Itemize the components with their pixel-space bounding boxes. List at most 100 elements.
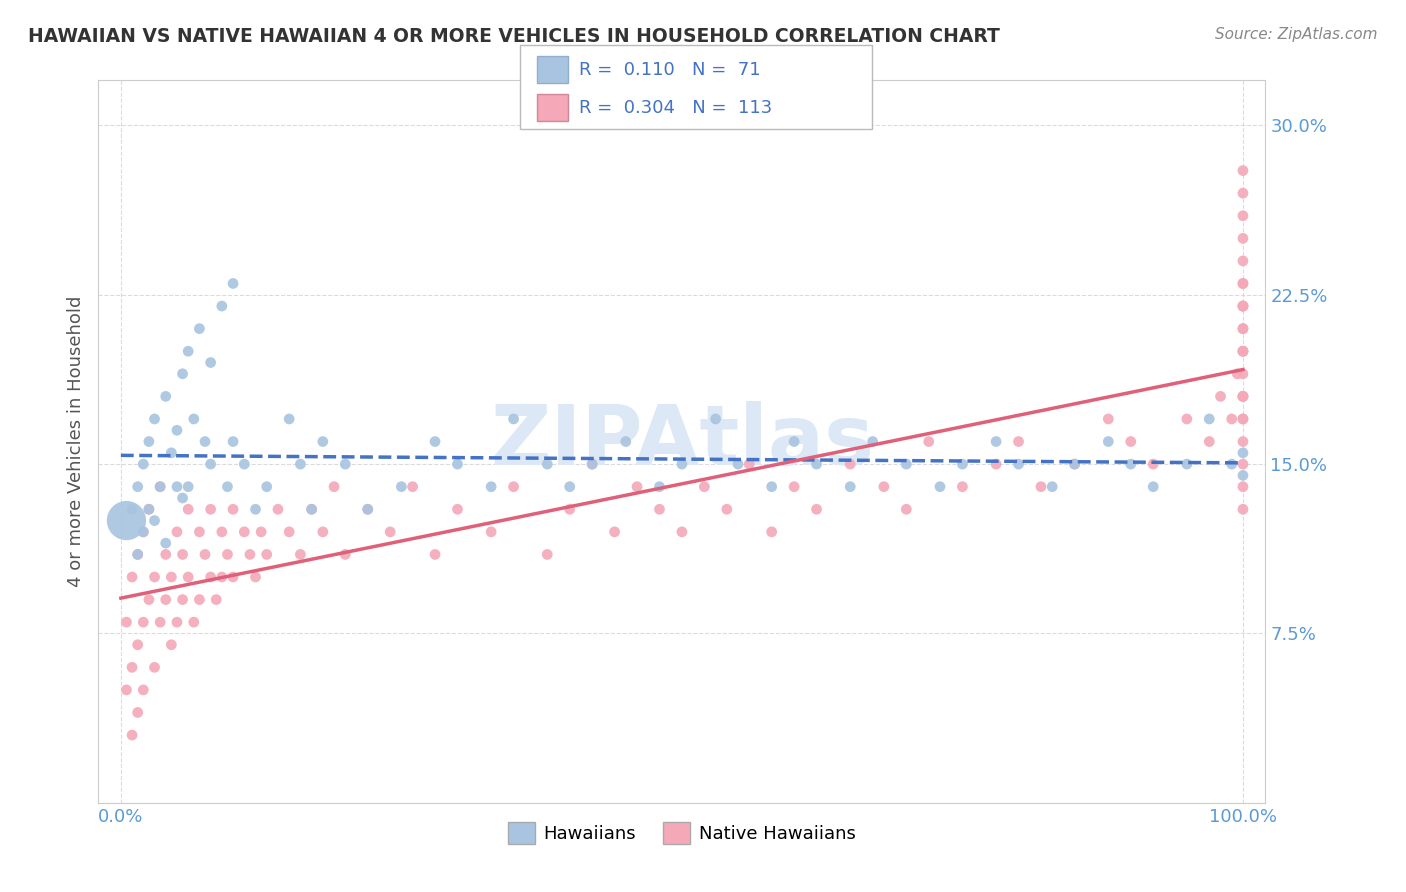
Point	[1232, 412, 1254, 426]
Point	[138, 502, 160, 516]
Point	[222, 570, 245, 584]
Point	[648, 502, 671, 516]
Point	[1232, 299, 1254, 313]
Point	[127, 548, 149, 562]
Point	[166, 524, 188, 539]
Point	[290, 548, 312, 562]
Point	[389, 480, 412, 494]
Point	[278, 412, 301, 426]
Point	[1232, 277, 1254, 291]
Point	[200, 502, 222, 516]
Point	[143, 660, 166, 674]
Point	[761, 480, 783, 494]
Point	[155, 389, 177, 403]
Point	[581, 457, 603, 471]
Point	[1232, 321, 1254, 335]
Point	[603, 524, 626, 539]
Point	[205, 592, 228, 607]
Point	[177, 570, 200, 584]
Point	[1232, 299, 1254, 313]
Point	[211, 299, 233, 313]
Point	[155, 592, 177, 607]
Point	[160, 570, 183, 584]
Point	[188, 592, 211, 607]
Point	[1232, 231, 1254, 245]
Point	[1232, 389, 1254, 403]
Point	[1232, 344, 1254, 359]
Point	[183, 412, 205, 426]
Point	[132, 457, 155, 471]
Point	[143, 570, 166, 584]
Point	[115, 514, 138, 528]
Point	[626, 480, 648, 494]
Point	[194, 548, 217, 562]
Point	[984, 434, 1007, 449]
Point	[121, 660, 143, 674]
Point	[233, 457, 256, 471]
Point	[727, 457, 749, 471]
Point	[245, 570, 267, 584]
Legend: Hawaiians, Native Hawaiians: Hawaiians, Native Hawaiians	[501, 815, 863, 852]
Point	[143, 412, 166, 426]
Point	[1232, 412, 1254, 426]
Point	[1029, 480, 1052, 494]
Point	[1232, 277, 1254, 291]
Point	[217, 548, 239, 562]
Point	[862, 434, 884, 449]
Point	[581, 457, 603, 471]
Point	[222, 434, 245, 449]
Point	[194, 434, 217, 449]
Point	[1232, 186, 1254, 201]
Point	[423, 548, 446, 562]
Point	[222, 277, 245, 291]
Point	[1142, 480, 1164, 494]
Point	[1220, 457, 1243, 471]
Point	[188, 524, 211, 539]
Point	[127, 480, 149, 494]
Point	[693, 480, 716, 494]
Point	[536, 457, 558, 471]
Point	[138, 502, 160, 516]
Point	[1232, 502, 1254, 516]
Point	[138, 592, 160, 607]
Point	[177, 502, 200, 516]
Point	[1232, 344, 1254, 359]
Point	[1198, 434, 1220, 449]
Point	[222, 502, 245, 516]
Point	[132, 524, 155, 539]
Point	[149, 480, 172, 494]
Point	[479, 524, 502, 539]
Point	[301, 502, 323, 516]
Point	[738, 457, 761, 471]
Point	[1232, 209, 1254, 223]
Point	[1232, 321, 1254, 335]
Point	[312, 524, 335, 539]
Point	[648, 480, 671, 494]
Point	[121, 728, 143, 742]
Point	[143, 514, 166, 528]
Point	[211, 570, 233, 584]
Point	[301, 502, 323, 516]
Point	[357, 502, 380, 516]
Point	[256, 548, 278, 562]
Text: Source: ZipAtlas.com: Source: ZipAtlas.com	[1215, 27, 1378, 42]
Point	[896, 502, 918, 516]
Point	[1063, 457, 1085, 471]
Point	[172, 592, 194, 607]
Point	[200, 457, 222, 471]
Point	[1232, 389, 1254, 403]
Point	[155, 536, 177, 550]
Point	[1226, 367, 1249, 381]
Point	[1007, 434, 1029, 449]
Point	[250, 524, 273, 539]
Point	[783, 434, 806, 449]
Y-axis label: 4 or more Vehicles in Household: 4 or more Vehicles in Household	[66, 296, 84, 587]
Point	[233, 524, 256, 539]
Point	[115, 615, 138, 630]
Point	[127, 638, 149, 652]
Point	[132, 682, 155, 697]
Point	[984, 457, 1007, 471]
Point	[1209, 389, 1232, 403]
Point	[183, 615, 205, 630]
Point	[290, 457, 312, 471]
